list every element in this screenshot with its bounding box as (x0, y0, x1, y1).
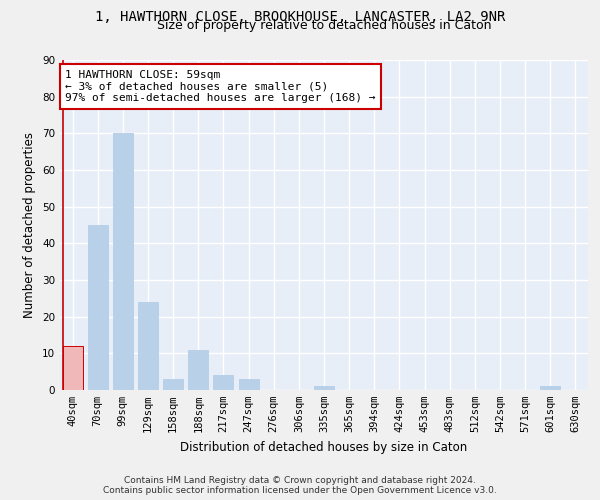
Bar (540, 386, 560, 390)
Text: 1, HAWTHORN CLOSE, BROOKHOUSE, LANCASTER, LA2 9NR: 1, HAWTHORN CLOSE, BROOKHOUSE, LANCASTER… (95, 10, 505, 24)
Y-axis label: Number of detached properties: Number of detached properties (23, 132, 37, 318)
Bar (214, 376, 233, 390)
Bar (88, 225, 108, 390)
Bar (138, 302, 158, 390)
Title: Size of property relative to detached houses in Caton: Size of property relative to detached ho… (157, 20, 491, 32)
Bar (62, 346, 83, 390)
Text: Contains HM Land Registry data © Crown copyright and database right 2024.
Contai: Contains HM Land Registry data © Crown c… (103, 476, 497, 495)
Bar (239, 379, 259, 390)
Bar (113, 134, 133, 390)
Text: 1 HAWTHORN CLOSE: 59sqm
← 3% of detached houses are smaller (5)
97% of semi-deta: 1 HAWTHORN CLOSE: 59sqm ← 3% of detached… (65, 70, 376, 103)
Bar (188, 350, 208, 390)
X-axis label: Distribution of detached houses by size in Caton: Distribution of detached houses by size … (181, 440, 467, 454)
Bar (163, 379, 183, 390)
Bar (314, 386, 334, 390)
